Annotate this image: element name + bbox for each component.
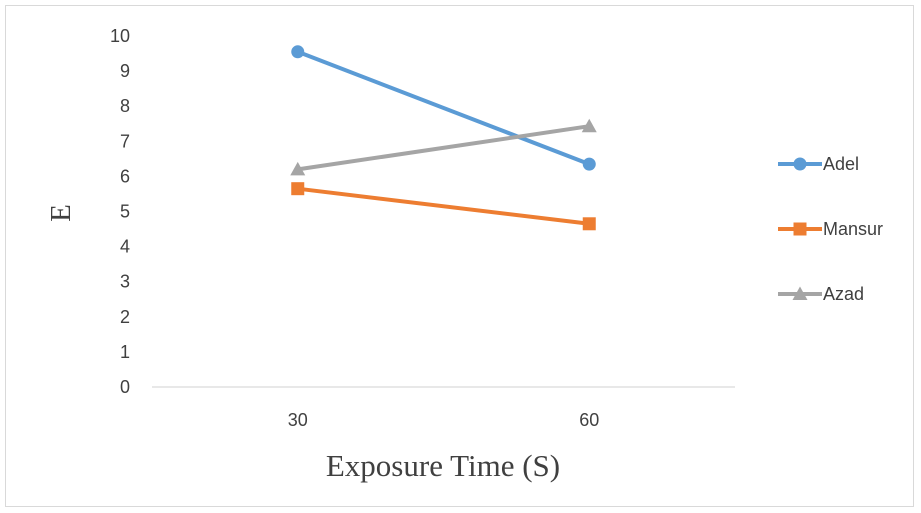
series-line-mansur — [295, 186, 592, 226]
legend-label-mansur: Mansur — [823, 219, 883, 239]
data-point-adel — [582, 157, 596, 171]
data-point-adel — [291, 45, 305, 59]
legend-marker-adel — [793, 157, 807, 171]
legend: Adel Mansur Azad — [778, 154, 883, 304]
data-point-azad — [290, 161, 306, 176]
y-tick-label: 5 — [120, 202, 130, 222]
series-line-adel — [295, 49, 592, 167]
y-axis-title: E — [45, 204, 77, 222]
legend-label-azad: Azad — [823, 284, 864, 304]
x-axis-ticks: 30 60 — [288, 410, 600, 430]
y-tick-label: 0 — [120, 377, 130, 397]
y-tick-label: 9 — [120, 61, 130, 81]
y-tick-label: 6 — [120, 166, 130, 186]
legend-label-adel: Adel — [823, 154, 859, 174]
x-axis-title: Exposure Time (S) — [326, 448, 560, 483]
y-tick-label: 1 — [120, 342, 130, 362]
data-point-mansur — [582, 217, 596, 231]
y-tick-label: 4 — [120, 237, 130, 257]
series-markers — [290, 45, 597, 231]
y-tick-label: 3 — [120, 272, 130, 292]
y-tick-label: 10 — [110, 26, 130, 46]
y-tick-label: 2 — [120, 307, 130, 327]
series-lines — [295, 49, 592, 226]
x-tick-label: 30 — [288, 410, 308, 430]
chart-frame — [5, 5, 914, 507]
y-axis-ticks: 0 1 2 3 4 5 6 7 8 9 10 — [110, 26, 130, 397]
data-point-mansur — [291, 182, 305, 196]
series-line-azad — [295, 124, 592, 172]
legend-marker-mansur — [793, 222, 807, 236]
y-tick-label: 8 — [120, 96, 130, 116]
data-point-azad — [581, 118, 597, 133]
legend-marker-azad — [792, 286, 808, 300]
x-tick-label: 60 — [579, 410, 599, 430]
y-tick-label: 7 — [120, 131, 130, 151]
